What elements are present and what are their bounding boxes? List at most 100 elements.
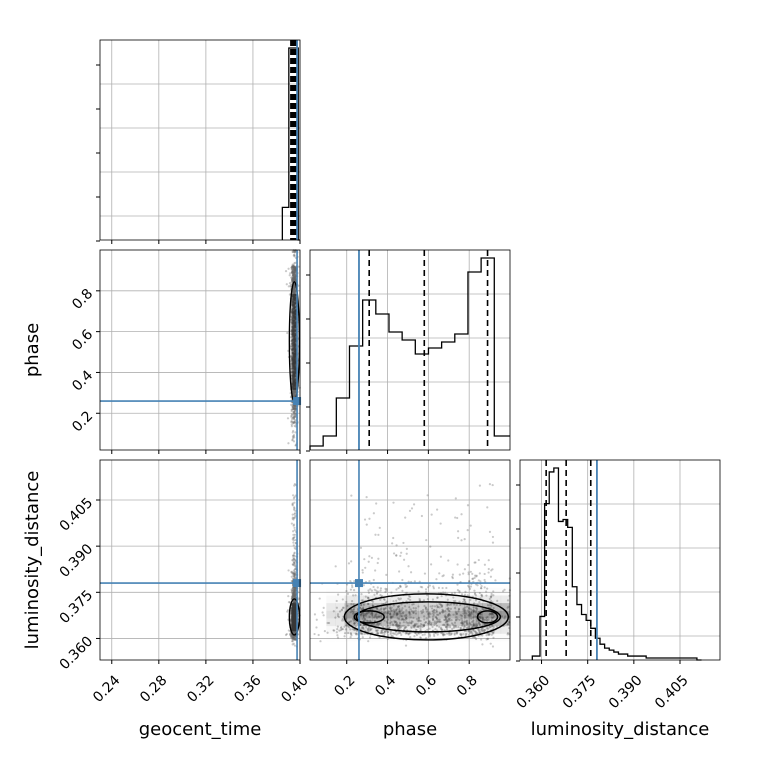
sample-point	[292, 340, 295, 343]
sample-point	[292, 375, 296, 378]
sample-point	[439, 522, 442, 525]
sample-point	[292, 265, 295, 268]
sample-point	[293, 319, 296, 323]
sample-point	[294, 638, 297, 641]
sample-point	[293, 265, 296, 268]
sample-point	[291, 270, 294, 273]
sample-point	[291, 359, 294, 362]
sample-point	[322, 606, 325, 609]
sample-point	[291, 503, 294, 506]
sample-point	[292, 267, 295, 271]
sample-point	[294, 288, 297, 291]
sample-point	[292, 313, 295, 316]
density-cell	[345, 588, 355, 596]
sample-point	[374, 569, 377, 572]
sample-point	[292, 382, 295, 385]
sample-point	[293, 405, 296, 408]
sample-point	[293, 311, 297, 314]
sample-point	[294, 298, 297, 301]
sample-point	[294, 309, 297, 312]
sample-point	[293, 336, 296, 339]
sample-point	[292, 314, 295, 317]
sample-point	[293, 354, 296, 358]
sample-point	[294, 431, 297, 434]
sample-point	[293, 573, 297, 576]
sample-point	[290, 266, 293, 269]
sample-point	[291, 271, 294, 274]
sample-point	[293, 388, 296, 391]
sample-point	[291, 363, 294, 366]
density-cell	[381, 588, 391, 596]
density-cell	[427, 610, 437, 619]
density-cell	[492, 634, 502, 642]
sample-point	[362, 584, 365, 587]
density-cell	[408, 618, 419, 627]
sample-point	[292, 405, 295, 408]
density-cell	[454, 610, 465, 619]
sample-point	[372, 512, 375, 515]
sample-point	[291, 298, 294, 301]
sample-point	[292, 394, 295, 397]
sample-point	[293, 284, 296, 287]
sample-point	[293, 318, 296, 321]
sample-point	[293, 265, 296, 269]
sample-point	[293, 272, 296, 276]
sample-point	[294, 277, 297, 280]
sample-point	[292, 533, 295, 536]
sample-point	[293, 380, 296, 383]
sample-point	[293, 362, 296, 365]
x-tick-label-luminosity_distance: 0.405	[652, 672, 692, 712]
sample-point	[291, 404, 294, 407]
sample-point	[293, 276, 296, 279]
sample-point	[292, 301, 296, 304]
sample-point	[469, 570, 472, 573]
sample-point	[293, 294, 296, 297]
sample-point	[323, 629, 326, 633]
sample-point	[292, 352, 295, 355]
hist-phase	[309, 250, 510, 450]
density-cell	[335, 610, 346, 619]
sample-point	[291, 270, 294, 273]
sample-point	[291, 278, 294, 281]
sample-point	[293, 416, 296, 419]
sample-point	[292, 286, 296, 290]
sample-point	[486, 506, 489, 509]
sample-point	[293, 364, 296, 368]
sample-point	[293, 350, 296, 353]
sample-point	[293, 372, 296, 375]
sample-point	[292, 298, 295, 301]
y-tick-label-luminosity_distance: 0.360	[57, 633, 97, 673]
sample-point	[292, 277, 295, 280]
sample-point	[293, 342, 296, 346]
sample-point	[292, 314, 295, 318]
sample-point	[292, 356, 295, 359]
sample-point	[292, 271, 296, 274]
density-cell	[326, 618, 336, 627]
sample-point	[292, 380, 295, 384]
sample-point	[457, 536, 460, 539]
sample-point	[293, 356, 296, 360]
sample-point	[292, 324, 295, 327]
sample-point	[293, 267, 296, 270]
sample-point	[291, 435, 295, 438]
sample-point	[294, 412, 297, 415]
sample-point	[292, 284, 295, 287]
sample-point	[292, 303, 295, 306]
sample-point	[292, 379, 295, 383]
sample-point	[292, 392, 295, 395]
sample-point	[292, 307, 295, 310]
density-cell	[335, 618, 346, 627]
sample-point	[292, 329, 295, 333]
sample-point	[291, 277, 295, 280]
sample-point	[293, 407, 296, 410]
sample-point	[489, 642, 492, 645]
sample-point	[290, 329, 293, 332]
sample-point	[291, 312, 294, 316]
sample-point	[292, 299, 295, 302]
sample-point	[297, 265, 300, 268]
sample-point	[294, 296, 297, 299]
sample-point	[292, 301, 295, 304]
sample-point	[294, 404, 297, 408]
sample-point	[293, 352, 297, 355]
sample-point	[293, 385, 296, 388]
